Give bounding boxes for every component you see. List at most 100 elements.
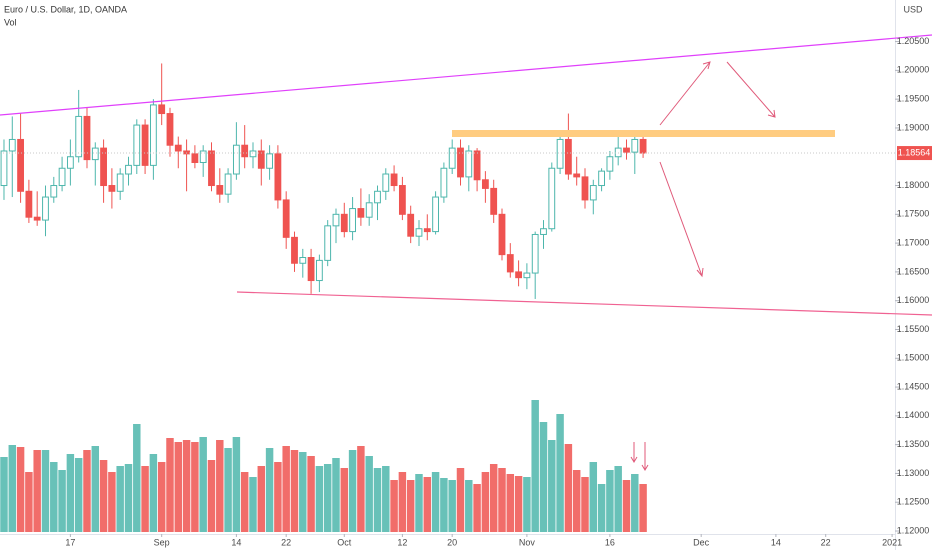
candle-body bbox=[415, 228, 423, 237]
volume-bar bbox=[373, 468, 382, 532]
volume-bar bbox=[207, 460, 216, 532]
candle-body bbox=[266, 153, 273, 169]
volume-bar bbox=[290, 450, 299, 532]
y-tick-label: 1.13000 bbox=[897, 468, 930, 478]
marks bbox=[0, 63, 647, 532]
volume-bar bbox=[191, 442, 199, 532]
x-tick-label: 14 bbox=[771, 537, 781, 547]
volume-bar bbox=[157, 462, 166, 532]
candle-body bbox=[639, 138, 647, 154]
candle-body bbox=[166, 113, 174, 146]
volume-bar bbox=[589, 462, 598, 532]
candle-body bbox=[282, 199, 290, 238]
candle-body bbox=[141, 124, 149, 166]
y-tick-label: 1.13500 bbox=[897, 439, 930, 449]
candle-body bbox=[0, 150, 8, 187]
candle-body bbox=[589, 185, 597, 201]
y-tick-label: 1.14500 bbox=[897, 381, 930, 391]
candle-body bbox=[17, 138, 24, 192]
volume-bar bbox=[473, 484, 481, 532]
volume-bar bbox=[149, 454, 158, 532]
y-tick-label: 1.20500 bbox=[897, 36, 930, 46]
candle-body bbox=[556, 138, 564, 169]
candle-body bbox=[83, 115, 91, 161]
y-tick-label: 1.17500 bbox=[897, 209, 930, 219]
candle-body bbox=[33, 216, 41, 221]
volume-bar bbox=[440, 478, 448, 532]
candle-body bbox=[208, 150, 215, 187]
candle-body bbox=[91, 147, 99, 161]
candle-body bbox=[158, 104, 166, 115]
volume-bar bbox=[174, 442, 183, 532]
volume-label: Vol bbox=[4, 17, 17, 27]
arrow-drop bbox=[659, 161, 704, 278]
arrow-down bbox=[726, 61, 776, 118]
volume-bar bbox=[348, 450, 357, 532]
volume-bar bbox=[423, 477, 432, 532]
candle-body bbox=[481, 179, 489, 189]
volume-bar bbox=[108, 472, 116, 532]
volume-bar bbox=[99, 460, 108, 532]
volume-bar bbox=[639, 484, 647, 532]
y-tick-label: 1.16000 bbox=[897, 295, 930, 305]
candle-body bbox=[548, 167, 556, 230]
x-tick-label: Nov bbox=[519, 537, 536, 547]
volume-bar bbox=[240, 472, 249, 532]
volume-bar bbox=[8, 445, 17, 532]
volume-bar bbox=[232, 437, 241, 532]
y-tick-label: 1.14000 bbox=[897, 410, 930, 420]
volume-bar bbox=[91, 446, 100, 532]
volume-bar bbox=[523, 477, 531, 532]
volume-bar bbox=[481, 472, 490, 532]
candle-body bbox=[623, 147, 630, 153]
volume-bar bbox=[66, 454, 75, 532]
volume-bar bbox=[0, 457, 8, 532]
candle-body bbox=[58, 167, 66, 187]
candle-body bbox=[199, 150, 207, 163]
candle-body bbox=[349, 208, 356, 233]
y-tick-label: 1.12000 bbox=[897, 525, 930, 535]
volume-bar bbox=[133, 424, 141, 532]
volume-bar bbox=[365, 456, 373, 532]
candle-body bbox=[440, 167, 448, 198]
x-tick-label: 17 bbox=[65, 537, 75, 547]
candle-body bbox=[382, 173, 390, 192]
candle-body bbox=[42, 196, 49, 221]
volume-bar bbox=[315, 466, 324, 532]
lower-trend-line bbox=[236, 291, 932, 316]
candle-body bbox=[116, 173, 124, 192]
volume-bar bbox=[249, 477, 257, 532]
candle-body bbox=[232, 144, 240, 175]
last-price-box bbox=[897, 146, 932, 161]
volume-bar bbox=[124, 464, 133, 532]
upper-trend-line bbox=[0, 34, 932, 116]
candle-body bbox=[473, 150, 481, 181]
x-tick-label: 12 bbox=[397, 537, 407, 547]
volume-bar bbox=[456, 468, 465, 532]
volume-bar bbox=[33, 450, 41, 532]
y-tick-label: 1.15000 bbox=[897, 353, 930, 363]
candle-body bbox=[340, 213, 348, 233]
candle-body bbox=[108, 185, 116, 192]
candle-body bbox=[465, 150, 473, 178]
y-tick-label: 1.17000 bbox=[897, 237, 930, 247]
volume-arrow bbox=[630, 442, 638, 463]
volume-bar bbox=[50, 462, 58, 532]
x-tick-label: 22 bbox=[281, 537, 291, 547]
candle-body bbox=[174, 144, 182, 152]
candle-body bbox=[631, 138, 639, 153]
candle-body bbox=[506, 254, 514, 273]
candle-body bbox=[216, 185, 224, 195]
volume-bar bbox=[16, 447, 25, 532]
candle-body bbox=[257, 150, 265, 169]
volume-bar bbox=[274, 462, 282, 532]
volume-bar bbox=[282, 446, 290, 532]
candle-body bbox=[598, 170, 605, 187]
volume-bar bbox=[74, 458, 83, 532]
arrows bbox=[630, 61, 776, 471]
volume-bar bbox=[141, 466, 149, 532]
y-tick-label: 1.16500 bbox=[897, 266, 930, 276]
candle-body bbox=[581, 176, 589, 201]
candle-body bbox=[191, 153, 199, 163]
